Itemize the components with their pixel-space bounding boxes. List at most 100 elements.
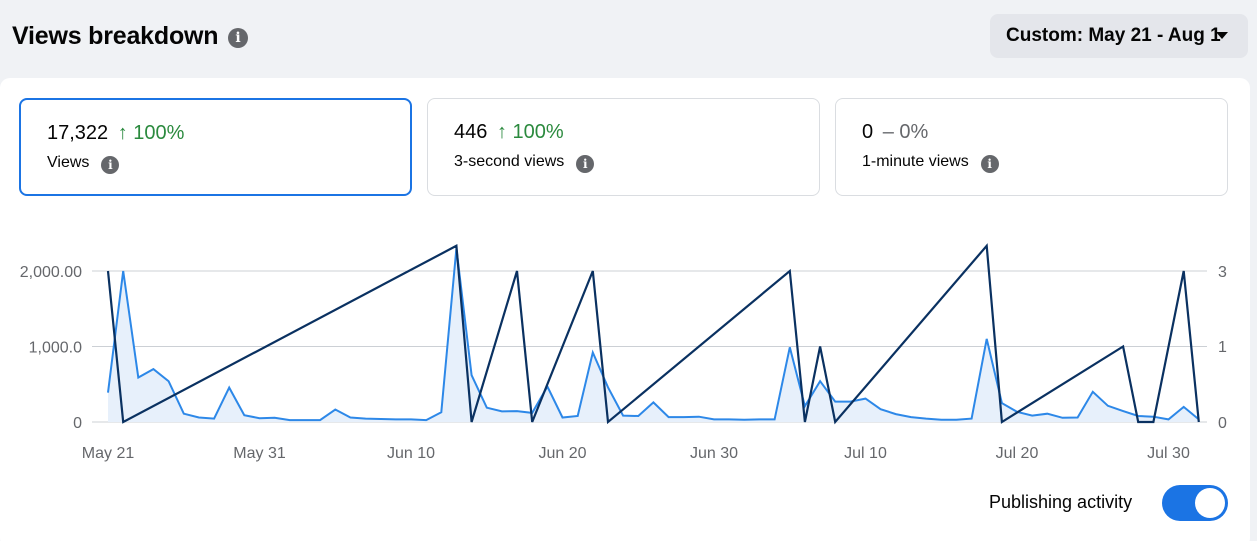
metric-card-1-minute-views[interactable]: 0 – 0% 1-minute views i <box>835 98 1228 196</box>
views-point[interactable] <box>787 344 793 350</box>
views-point[interactable] <box>1029 413 1035 419</box>
views-point[interactable] <box>393 416 399 422</box>
publishing-point[interactable] <box>105 268 111 274</box>
views-point[interactable] <box>772 416 778 422</box>
date-range-dropdown[interactable]: Custom: May 21 - Aug 1 <box>990 14 1248 58</box>
views-point[interactable] <box>166 378 172 384</box>
views-point[interactable] <box>1014 409 1020 415</box>
publishing-point[interactable] <box>1181 268 1187 274</box>
views-point[interactable] <box>999 400 1005 406</box>
views-point[interactable] <box>1150 414 1156 420</box>
views-point[interactable] <box>181 411 187 417</box>
views-point[interactable] <box>287 417 293 423</box>
views-point[interactable] <box>529 410 535 416</box>
views-point[interactable] <box>1120 408 1126 414</box>
views-point[interactable] <box>347 414 353 420</box>
info-icon[interactable]: i <box>101 156 120 174</box>
publishing-point[interactable] <box>453 243 459 249</box>
publishing-point[interactable] <box>1150 419 1156 425</box>
views-point[interactable] <box>408 416 414 422</box>
views-point[interactable] <box>863 396 869 402</box>
publishing-point[interactable] <box>469 419 475 425</box>
views-point[interactable] <box>832 399 838 405</box>
views-point[interactable] <box>847 399 853 405</box>
views-point[interactable] <box>226 385 232 391</box>
views-point[interactable] <box>423 417 429 423</box>
views-point[interactable] <box>908 414 914 420</box>
views-point[interactable] <box>984 336 990 342</box>
publishing-point[interactable] <box>120 419 126 425</box>
views-point[interactable] <box>726 416 732 422</box>
views-point[interactable] <box>590 350 596 356</box>
views-point[interactable] <box>756 416 762 422</box>
views-point[interactable] <box>650 399 656 405</box>
info-icon[interactable]: i <box>576 155 595 173</box>
views-point[interactable] <box>666 414 672 420</box>
views-point[interactable] <box>1166 416 1172 422</box>
views-point[interactable] <box>272 415 278 421</box>
views-point[interactable] <box>893 411 899 417</box>
views-point[interactable] <box>378 416 384 422</box>
views-point[interactable] <box>363 416 369 422</box>
publishing-point[interactable] <box>590 268 596 274</box>
views-point[interactable] <box>544 384 550 390</box>
views-point[interactable] <box>696 414 702 420</box>
metric-card-views[interactable]: 17,322 ↑ 100% Views i <box>19 98 412 196</box>
metric-card-3-second-views[interactable]: 446 ↑ 100% 3-second views i <box>427 98 820 196</box>
views-point[interactable] <box>1105 403 1111 409</box>
views-point[interactable] <box>1181 404 1187 410</box>
publishing-point[interactable] <box>832 419 838 425</box>
views-point[interactable] <box>1090 389 1096 395</box>
views-point[interactable] <box>1135 413 1141 419</box>
views-point[interactable] <box>878 406 884 412</box>
views-point[interactable] <box>469 372 475 378</box>
views-point[interactable] <box>332 407 338 413</box>
publishing-point[interactable] <box>999 419 1005 425</box>
views-point[interactable] <box>560 414 566 420</box>
views-point[interactable] <box>135 374 141 380</box>
info-icon[interactable]: i <box>980 155 999 173</box>
views-point[interactable] <box>484 405 490 411</box>
y-left-tick-label: 0 <box>73 415 82 432</box>
publishing-point[interactable] <box>787 268 793 274</box>
views-point[interactable] <box>317 417 323 423</box>
views-point[interactable] <box>302 417 308 423</box>
views-point[interactable] <box>1044 411 1050 417</box>
views-point[interactable] <box>241 412 247 418</box>
views-point[interactable] <box>635 413 641 419</box>
views-point[interactable] <box>681 414 687 420</box>
views-point[interactable] <box>105 390 111 396</box>
views-point[interactable] <box>802 403 808 409</box>
publishing-point[interactable] <box>1135 419 1141 425</box>
views-point[interactable] <box>938 417 944 423</box>
publishing-point[interactable] <box>984 243 990 249</box>
views-point[interactable] <box>969 416 975 422</box>
publishing-point[interactable] <box>1120 344 1126 350</box>
views-point[interactable] <box>923 416 929 422</box>
publishing-point[interactable] <box>514 268 520 274</box>
views-point[interactable] <box>120 268 126 274</box>
views-point[interactable] <box>741 417 747 423</box>
views-point[interactable] <box>514 408 520 414</box>
views-point[interactable] <box>575 413 581 419</box>
publishing-point[interactable] <box>802 419 808 425</box>
views-point[interactable] <box>150 366 156 372</box>
views-point[interactable] <box>1075 414 1081 420</box>
info-icon[interactable]: i <box>228 28 248 48</box>
views-point[interactable] <box>438 409 444 415</box>
views-point[interactable] <box>817 378 823 384</box>
views-point[interactable] <box>953 417 959 423</box>
views-point[interactable] <box>605 384 611 390</box>
views-point[interactable] <box>1059 415 1065 421</box>
publishing-point[interactable] <box>605 419 611 425</box>
publishing-point[interactable] <box>1196 419 1202 425</box>
publishing-activity-toggle[interactable] <box>1162 485 1228 521</box>
publishing-point[interactable] <box>529 419 535 425</box>
views-point[interactable] <box>196 414 202 420</box>
views-point[interactable] <box>211 416 217 422</box>
views-point[interactable] <box>257 415 263 421</box>
publishing-point[interactable] <box>817 344 823 350</box>
views-point[interactable] <box>620 413 626 419</box>
views-point[interactable] <box>499 408 505 414</box>
views-point[interactable] <box>711 416 717 422</box>
